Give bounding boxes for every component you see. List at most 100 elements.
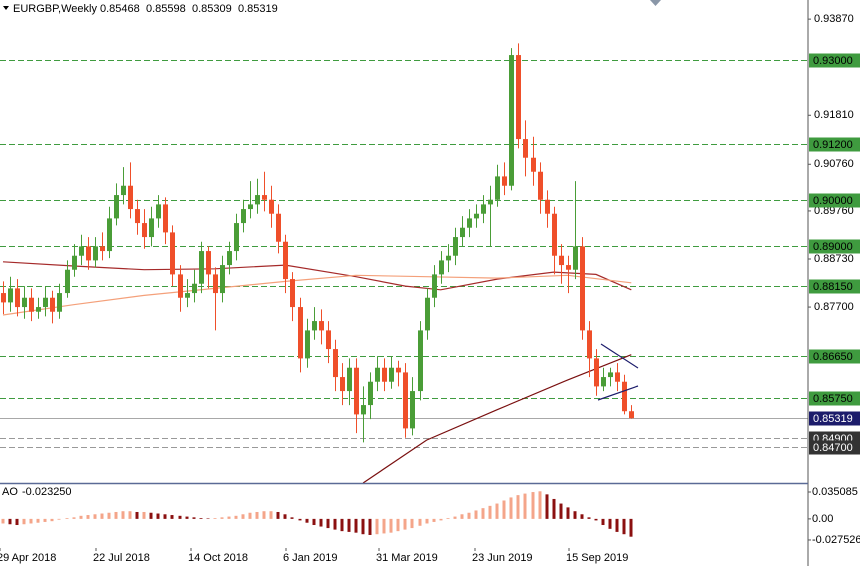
ao-bar xyxy=(629,518,633,537)
open-value: 0.85468 xyxy=(100,3,140,15)
candle-body xyxy=(495,176,500,200)
ao-bar xyxy=(93,514,97,519)
trend-line xyxy=(600,343,639,369)
ao-bar xyxy=(29,518,33,524)
candle-body xyxy=(213,274,218,294)
ao-bar xyxy=(474,510,478,519)
ao-bar xyxy=(241,514,245,519)
shift-marker[interactable] xyxy=(650,0,661,6)
ao-bar xyxy=(516,495,520,519)
candle-body xyxy=(460,227,465,238)
candle-body xyxy=(262,195,267,200)
candle-body xyxy=(516,55,521,140)
ao-bar xyxy=(425,518,429,524)
candle-body xyxy=(312,321,317,331)
level-label: 0.86650 xyxy=(813,351,853,363)
x-tick-label: 6 Jan 2019 xyxy=(283,552,337,564)
y-tick-label: 0.90760 xyxy=(814,158,854,170)
candle-body xyxy=(566,265,571,270)
chart-title: EURGBP,Weekly xyxy=(13,3,97,15)
trend-line xyxy=(597,385,639,401)
level-label: 0.93000 xyxy=(813,55,853,67)
candle-body xyxy=(241,209,246,224)
candle-body xyxy=(354,367,359,415)
ao-bar xyxy=(319,518,323,527)
ao-bar xyxy=(312,518,316,526)
candle-body xyxy=(523,139,528,158)
ao-bar xyxy=(531,492,535,519)
ao-bar xyxy=(72,517,76,519)
x-tick-label: 15 Sep 2019 xyxy=(566,552,628,564)
ao-bar xyxy=(509,497,513,519)
candle-body xyxy=(340,377,345,392)
ao-bar xyxy=(495,503,499,519)
ao-bar xyxy=(234,515,238,519)
ao-bar xyxy=(418,518,422,526)
ao-bar xyxy=(135,511,139,519)
x-tick-label: 23 Jun 2019 xyxy=(472,552,533,564)
indicator-name: AO xyxy=(2,486,18,498)
candle-body xyxy=(453,237,458,256)
candle-body xyxy=(389,367,394,382)
ao-bar xyxy=(601,518,605,526)
ao-bar xyxy=(389,518,393,533)
ao-bar xyxy=(481,508,485,519)
candle-body xyxy=(36,307,41,312)
ao-bar xyxy=(594,518,598,521)
high-value: 0.85598 xyxy=(146,3,186,15)
price-pane xyxy=(0,43,808,483)
candle-body xyxy=(594,358,599,387)
ao-bar xyxy=(142,511,146,519)
ao-bar xyxy=(403,518,407,530)
menu-icon[interactable] xyxy=(3,6,9,10)
candle-body xyxy=(326,330,331,350)
candle-body xyxy=(178,274,183,298)
ao-bar xyxy=(121,511,125,519)
candle-body xyxy=(446,255,451,261)
candle-body xyxy=(50,297,55,312)
candle-body xyxy=(248,204,253,210)
candle-body xyxy=(410,391,415,429)
ao-bar xyxy=(107,512,111,519)
ao-bar xyxy=(269,511,273,519)
y-tick-label: 0.87700 xyxy=(814,301,854,313)
y-tick-label: 0.93870 xyxy=(814,13,854,25)
indicator-value: -0.023250 xyxy=(22,486,72,498)
ao-bar xyxy=(156,513,160,519)
candle-body xyxy=(156,204,161,219)
ao-bar xyxy=(79,515,83,519)
ao-bar xyxy=(283,514,287,519)
candle-body xyxy=(396,367,401,373)
ao-bar xyxy=(22,518,26,525)
ao-bar xyxy=(262,511,266,519)
candle-body xyxy=(290,279,295,308)
candle-body xyxy=(432,274,437,298)
level-box xyxy=(809,53,860,68)
candle-body xyxy=(531,157,536,172)
ao-bar xyxy=(347,518,351,532)
candle-body xyxy=(79,246,84,256)
candle-body xyxy=(305,330,310,359)
candle-body xyxy=(502,176,507,186)
level-box xyxy=(809,239,860,254)
candle-body xyxy=(72,255,77,270)
ao-bar xyxy=(213,518,217,519)
candle-body xyxy=(439,260,444,275)
x-tick-label: 29 Apr 2018 xyxy=(0,552,56,564)
ao-bar xyxy=(608,518,612,529)
candle-body xyxy=(375,367,380,382)
y2-tick-label: 0.035085 xyxy=(812,486,858,498)
level-box xyxy=(809,193,860,208)
candle-body xyxy=(227,251,232,266)
ao-bar xyxy=(248,512,252,519)
moving-average xyxy=(2,261,632,291)
ao-bar xyxy=(375,518,379,535)
candle-body xyxy=(29,297,34,312)
candle-body xyxy=(622,381,627,412)
indicator-header: AO -0.023250 xyxy=(2,486,72,498)
candle-body xyxy=(22,297,27,308)
candle-body xyxy=(15,288,20,308)
current-price-box xyxy=(809,411,860,426)
time-axis: 29 Apr 2018 22 Jul 2018 14 Oct 2018 6 Jan 2… xyxy=(0,548,628,564)
ao-bar xyxy=(446,518,450,519)
